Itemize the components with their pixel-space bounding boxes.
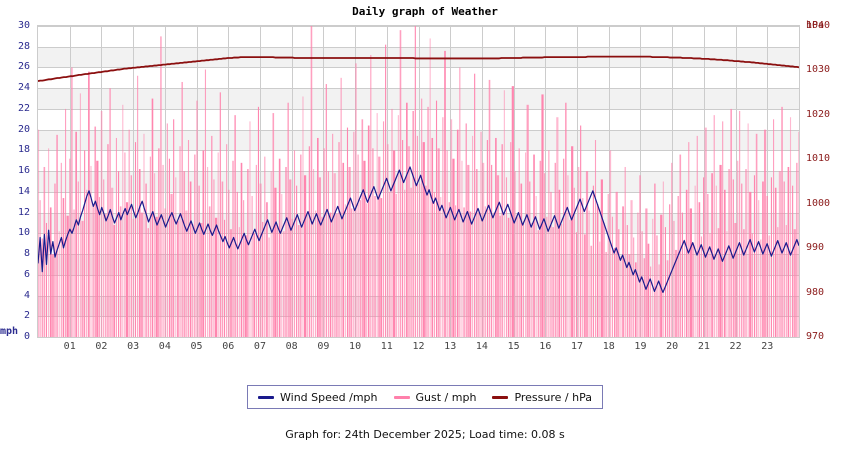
horizontal-gridlines [38,26,799,337]
x-axis-tick-04: 04 [158,341,171,352]
legend-swatch-pressure [492,395,509,399]
chart-legend: Wind Speed /mph Gust / mph Pressure / hP… [247,385,603,409]
left-axis-tick-24: 24 [17,82,30,94]
left-axis-tick-20: 20 [17,123,30,135]
right-axis-tick-1010: 1010 [806,153,831,165]
x-axis-tick-17: 17 [571,341,584,352]
left-axis-tick-2: 2 [23,310,30,322]
x-axis-tick-16: 16 [539,341,552,352]
legend-swatch-gust [393,395,410,399]
legend-label-wind-speed: Wind Speed /mph [280,390,378,404]
page-title: Daily graph of Weather [352,5,498,18]
left-axis-tick-30: 30 [17,20,30,31]
x-axis-tick-11: 11 [380,341,393,352]
right-axis-tick-1020: 1020 [806,108,831,120]
x-axis-tick-23: 23 [761,341,774,352]
x-axis-tick-01: 01 [63,341,76,352]
legend-item-gust[interactable]: Gust / mph [393,390,477,404]
left-axis-tick-14: 14 [17,185,30,197]
x-axis-tick-22: 22 [729,341,742,352]
x-axis-tick-13: 13 [444,341,457,352]
left-axis-tick-26: 26 [17,61,30,73]
left-axis-tick-12: 12 [17,206,30,218]
x-axis-tick-21: 21 [697,341,710,352]
left-axis-tick-22: 22 [17,102,30,114]
x-axis-tick-20: 20 [666,341,679,352]
left-axis-tick-18: 18 [17,144,30,156]
legend-item-pressure[interactable]: Pressure / hPa [492,391,592,404]
left-axis-tick-28: 28 [17,40,30,52]
right-axis-tick-970: 970 [806,331,825,342]
right-axis-tick-980: 980 [806,286,825,298]
x-axis-tick-06: 06 [222,341,235,352]
x-axis-tick-15: 15 [507,341,520,352]
x-axis-tick-09: 09 [317,341,330,352]
wind-speed-series [38,166,799,294]
left-axis-tick-4: 4 [23,289,30,301]
x-axis-tick-08: 08 [285,341,298,352]
x-axis-tick-02: 02 [95,341,108,352]
gust-series [38,26,799,337]
x-axis-tick-03: 03 [127,341,140,352]
left-axis-tick-6: 6 [23,268,30,280]
x-axis-tick-05: 05 [190,341,203,352]
right-axis-tick-1000: 1000 [806,197,831,209]
pressure-series [38,55,799,82]
x-axis-tick-12: 12 [412,341,425,352]
x-axis-tick-19: 19 [634,341,647,352]
legend-item-wind-speed[interactable]: Wind Speed /mph [258,391,378,404]
legend-swatch-wind-speed [258,395,275,399]
left-axis-tick-0: 0 [23,331,30,342]
x-axis-tick-14: 14 [475,341,488,352]
legend-label-gust: Gust / mph [415,390,477,404]
right-axis-tick-1040: 1040 [806,20,831,31]
left-axis-tick-8: 8 [23,248,30,260]
legend-label-pressure: Pressure / hPa [514,390,592,404]
left-axis-tick-10: 10 [17,227,30,239]
x-axis-tick-07: 07 [253,341,266,352]
right-axis-tick-990: 990 [806,242,825,254]
right-axis-tick-1030: 1030 [806,64,831,76]
left-axis-tick-16: 16 [17,165,30,177]
x-axis-tick-10: 10 [349,341,362,352]
graph-caption: Graph for: 24th December 2025; Load time… [285,428,565,441]
chart-series-layer [38,26,799,337]
chart-plot-area [37,25,800,338]
x-axis-tick-18: 18 [602,341,615,352]
right-axis-unit-label: hPa [806,20,825,31]
left-axis-unit-label: mph [0,326,19,337]
